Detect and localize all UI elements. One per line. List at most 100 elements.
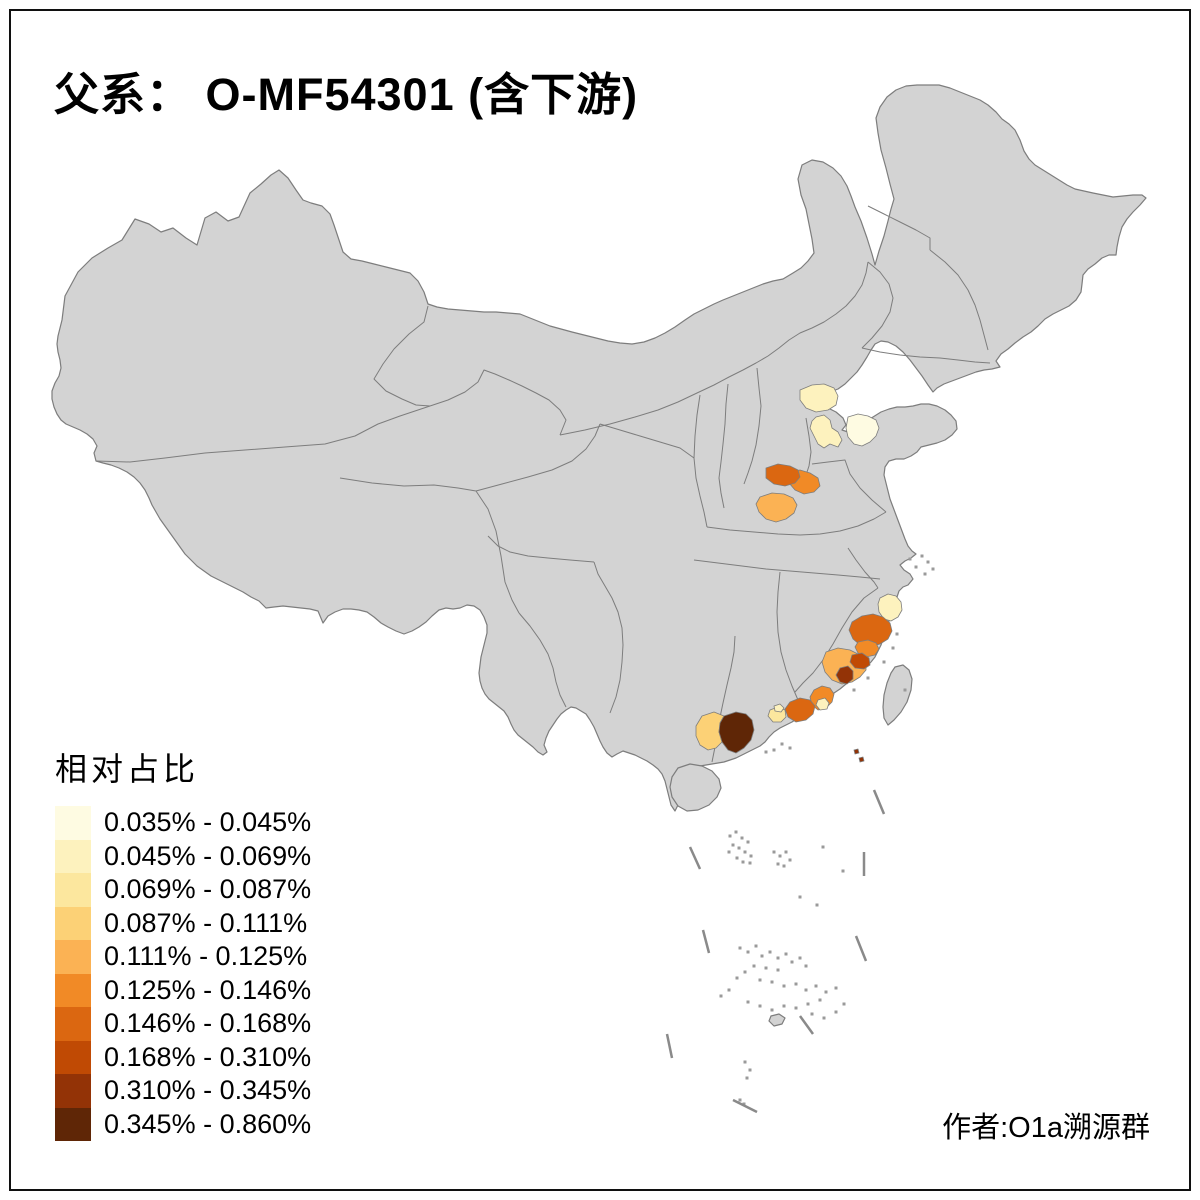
legend-swatch [55,839,91,873]
small-island-dot [821,845,825,849]
small-island-dot [804,988,808,992]
small-island-dot [749,854,753,858]
small-island-dot [735,856,739,860]
small-island-dot [834,1010,838,1014]
small-island-dot [731,843,735,847]
legend-swatch [55,873,91,907]
small-island-dot [748,861,752,865]
legend-label: 0.125% - 0.146% [104,974,312,1005]
small-island-dot [895,632,899,636]
sea-boundary-dash [854,935,868,962]
province-boundary [743,367,762,485]
legend-label: 0.345% - 0.860% [104,1108,312,1139]
legend-row: 0.069% - 0.087% [55,873,311,907]
legend-row: 0.125% - 0.146% [55,973,312,1007]
choropleth-region [784,697,816,723]
small-island-dot [784,850,788,854]
small-island-dot [770,1008,774,1012]
small-island-dot [778,854,782,858]
island-landmass [669,763,722,812]
small-island-dot [788,746,792,750]
legend-title: 相对占比 [55,751,200,787]
small-island-dot [903,688,907,692]
small-island-dot [794,1006,798,1010]
small-island-dot [764,750,768,754]
legend-rows: 0.035% - 0.045% 0.045% - 0.069% 0.069% - 0… [55,806,311,1141]
small-island-dot [824,990,828,994]
legend-row: 0.087% - 0.111% [55,906,311,940]
small-island-dot [842,1002,846,1006]
province-boundary [339,477,477,492]
province-boundary [559,261,869,436]
small-island-dot [784,952,788,956]
province-boundary [475,490,520,614]
legend-swatch [55,1007,91,1041]
legend-label: 0.310% - 0.345% [104,1075,312,1106]
small-island-dot [782,1004,786,1008]
small-island-dot [790,960,794,964]
legend-row: 0.111% - 0.125% [55,940,311,974]
province-boundary [718,383,729,509]
legend-row: 0.146% - 0.168% [55,1007,311,1041]
small-island-dot [772,748,776,752]
sea-boundary-dash [872,789,886,815]
small-island-dot [737,846,741,850]
province-boundary [861,261,894,349]
small-island-dot [764,966,768,970]
small-island-dot [815,903,819,907]
small-island-dot [798,956,802,960]
small-island-dot [852,688,856,692]
choropleth-region [848,613,893,648]
choropleth-region [877,593,903,622]
province-boundary [929,249,989,351]
legend: 相对占比 0.035% - 0.045% 0.045% - 0.069% 0.069… [55,744,311,1141]
small-island-dot [770,980,774,984]
small-island-dot [866,676,870,680]
small-island-dot [804,964,808,968]
small-island-dot [794,982,798,986]
small-island-dot [776,968,780,972]
small-island-dot [738,1098,742,1102]
small-island-dot [742,1102,746,1106]
choropleth-region [765,463,801,487]
small-island-dot [728,834,732,838]
small-island-dot [782,864,786,868]
china-landmass [51,84,1147,812]
choropleth-region [809,414,843,449]
small-island-dot [891,646,895,650]
small-island-dot [776,956,780,960]
small-island-dot [788,858,792,862]
sea-boundary-dash [665,1033,674,1059]
small-island-dot [768,950,772,954]
province-boundary [776,571,799,701]
province-boundary [693,559,881,580]
legend-swatch [55,973,91,1007]
legend-label: 0.146% - 0.168% [104,1008,312,1039]
province-boundary [867,205,931,250]
small-island-dot [752,964,756,968]
small-island-dot [740,836,744,840]
legend-label: 0.111% - 0.125% [104,941,308,972]
small-island-dot [920,554,924,558]
choropleth-region [799,383,839,413]
legend-swatch [55,1107,91,1141]
sea-boundary-dash [798,1015,815,1035]
small-island-dot [923,572,927,576]
legend-swatch [55,906,91,940]
choropleth-region [695,711,725,751]
small-island-dot [908,557,912,561]
small-island-dot [745,1076,749,1080]
small-island-dot [822,1016,826,1020]
page-title: 父系： O-MF54301 (含下游) [54,69,639,120]
province-boundary [861,347,991,364]
small-island-dot [772,850,776,854]
province-boundary [794,587,879,693]
legend-row: 0.345% - 0.860% [55,1107,312,1141]
small-island-dot [914,565,918,569]
province-boundary [693,394,708,528]
island-landmass [768,1013,786,1027]
province-boundary [811,459,887,513]
province-boundary [475,423,601,492]
province-boundary [599,423,695,459]
